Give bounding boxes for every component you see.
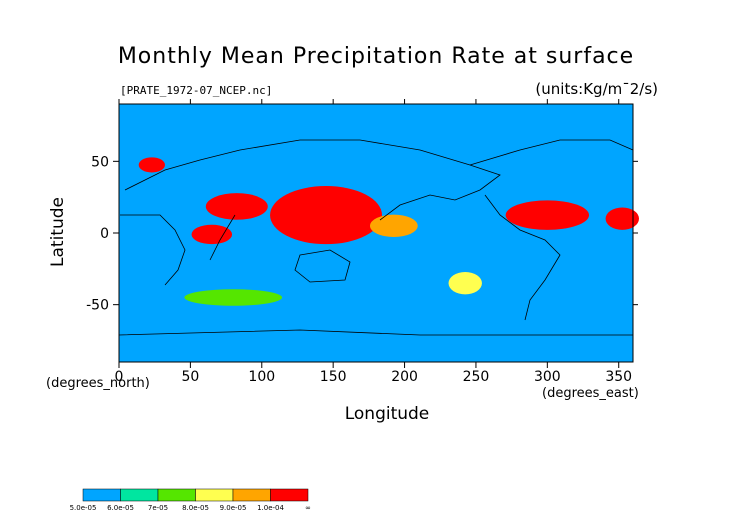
colorbar-label-5: 1.0e-04 xyxy=(257,504,284,512)
precip-region-2-level-5 xyxy=(191,224,233,245)
x-tick-label-50: 50 xyxy=(181,369,199,385)
x-axis-label: Longitude xyxy=(344,404,430,424)
y-tick-label--50: -50 xyxy=(86,298,109,314)
precip-region-1-level-5 xyxy=(205,193,268,220)
colorbar-label-0: 5.0e-05 xyxy=(70,504,97,512)
chart-title: Monthly Mean Precipitation Rate at surfa… xyxy=(117,44,635,69)
file-label: [PRATE_1972-07_NCEP.nc] xyxy=(120,84,273,97)
x-tick-label-350: 350 xyxy=(605,369,632,385)
precip-region-5-level-5 xyxy=(138,157,165,173)
x-tick-label-200: 200 xyxy=(391,369,418,385)
coastline-4 xyxy=(294,249,351,283)
colorbar-label-2: 7e-05 xyxy=(148,504,168,512)
colorbar-swatch-1 xyxy=(120,488,159,502)
precip-region-3-level-5 xyxy=(505,200,590,230)
coastline-1 xyxy=(469,139,634,166)
colorbar-swatch-4 xyxy=(232,488,271,502)
precip-region-0-level-5 xyxy=(270,186,382,245)
colorbar-swatch-0 xyxy=(82,488,121,502)
colorbar-label-4: 9.0e-05 xyxy=(220,504,247,512)
x-tick-label-300: 300 xyxy=(534,369,561,385)
precip-region-7-level-3 xyxy=(448,272,482,295)
coastline-3 xyxy=(209,214,236,261)
colorbar-label-6: ∞ xyxy=(305,504,311,512)
x-tick-label-0: 0 xyxy=(115,369,124,385)
y-tick-label-0: 0 xyxy=(100,226,109,242)
colorbar-label-3: 8.0e-05 xyxy=(182,504,209,512)
y-unit-label: (degrees_north) xyxy=(46,376,150,391)
units-label: (units:Kg/m¯2/s) xyxy=(535,80,658,98)
coastline-6 xyxy=(118,329,633,336)
coastline-2 xyxy=(484,194,561,321)
x-unit-label: (degrees_east) xyxy=(542,386,639,401)
x-tick-label-100: 100 xyxy=(248,369,275,385)
x-tick-label-250: 250 xyxy=(463,369,490,385)
colorbar-swatch-5 xyxy=(270,488,309,502)
precip-region-4-level-5 xyxy=(605,207,640,230)
colorbar-swatch-3 xyxy=(195,488,234,502)
coastline-0 xyxy=(124,139,501,221)
colorbar-swatch-2 xyxy=(157,488,196,502)
x-tick-label-150: 150 xyxy=(320,369,347,385)
precip-region-6-level-4 xyxy=(370,214,418,237)
coastline-5 xyxy=(120,214,186,286)
y-tick-label-50: 50 xyxy=(91,154,109,170)
colorbar-label-1: 6.0e-05 xyxy=(107,504,134,512)
precip-region-8-level-2 xyxy=(184,289,283,306)
